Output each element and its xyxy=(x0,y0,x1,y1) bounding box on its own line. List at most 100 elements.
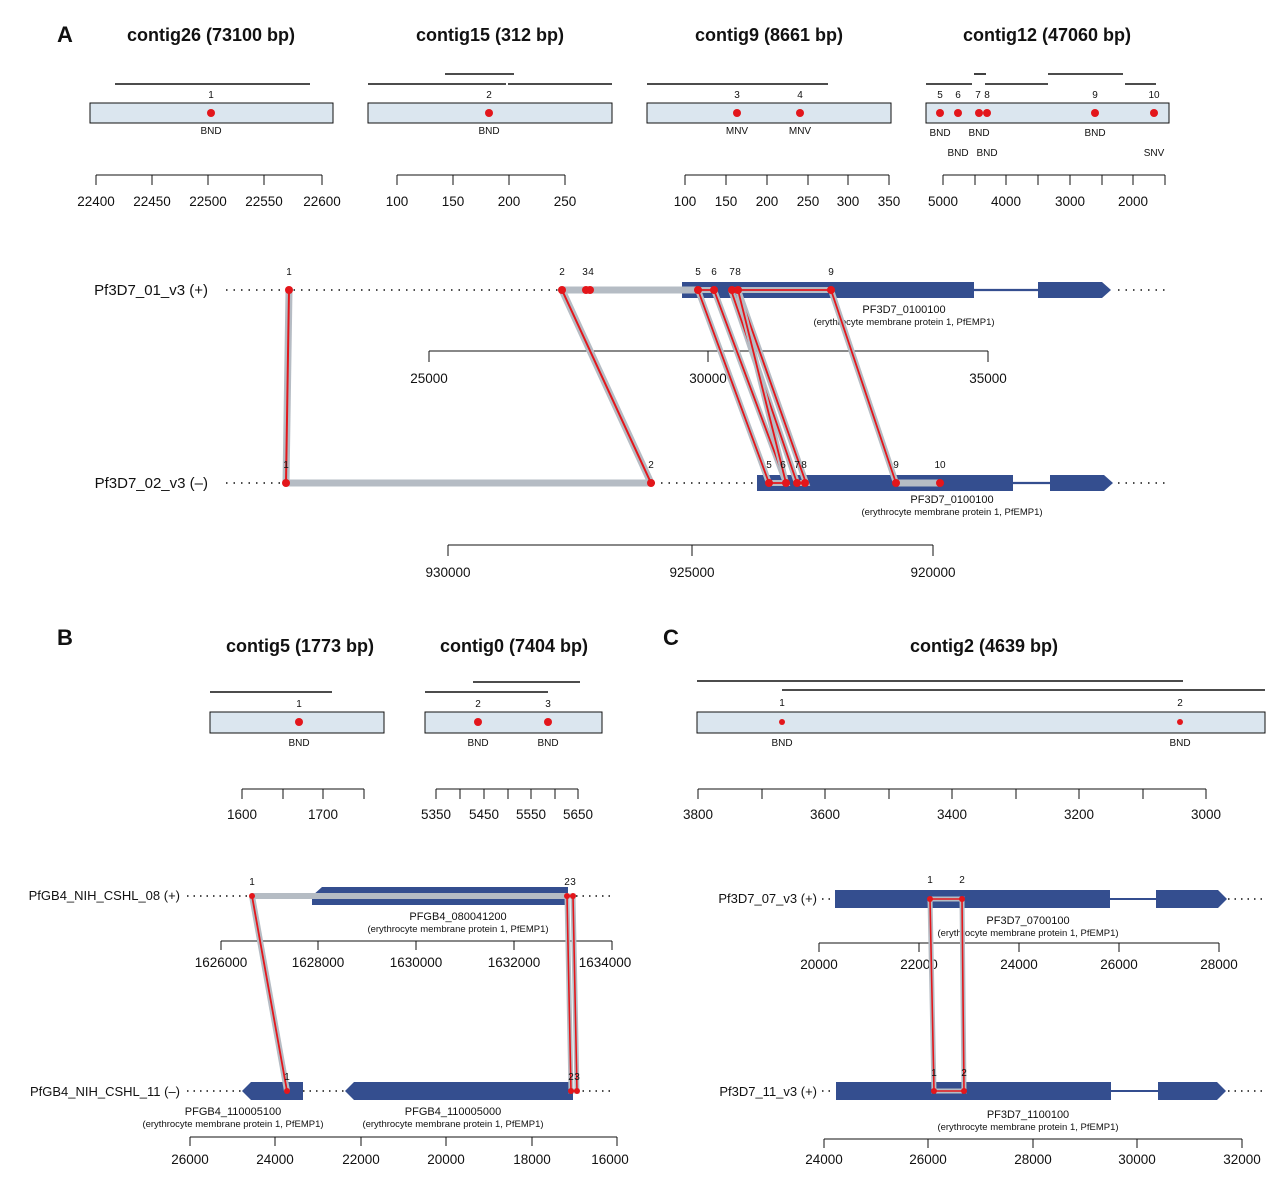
contig0-title: contig0 (7404 bp) xyxy=(440,636,588,656)
variant-point-label: 8 xyxy=(801,460,807,471)
contig12-variant-5-dot xyxy=(936,109,944,117)
track-pfgb4-08: PfGB4_NIH_CSHL_08 (+) PFGB4_080041200 (e… xyxy=(29,887,631,970)
track-pfgb4-08-gene-desc: (erythrocyte membrane protein 1, PfEMP1) xyxy=(367,924,548,935)
variant-point-label: 8 xyxy=(735,267,741,278)
variant-point xyxy=(568,1088,574,1094)
variant-point xyxy=(782,479,790,487)
contig12-tick: 4000 xyxy=(991,194,1021,209)
contig9-variant-4-type: MNV xyxy=(789,126,812,137)
contig15-tick: 200 xyxy=(498,194,521,209)
track-pfgb4-08-axis: 1626000 1628000 1630000 1632000 1634000 xyxy=(195,940,631,970)
gene-exon-1 xyxy=(757,475,1013,491)
track-pf3d7-02: Pf3D7_02_v3 (–) PF3D7_0100100 (erythrocy… xyxy=(95,475,1168,580)
track-pf3d7-07-gene-id: PF3D7_0700100 xyxy=(986,915,1069,927)
contig0-tick: 5350 xyxy=(421,807,451,822)
alignment-link xyxy=(282,289,293,484)
contig5-block: contig5 (1773 bp) 1 BND 1600 1700 xyxy=(209,636,385,822)
track-pfgb4-11-tick: 26000 xyxy=(171,1152,209,1167)
gene-arrow-left xyxy=(242,1082,303,1100)
contig26-tick: 22400 xyxy=(77,194,115,209)
contig15-variant-2-num: 2 xyxy=(486,90,492,101)
variant-point-label: 9 xyxy=(828,267,834,278)
contig12-tick: 5000 xyxy=(928,194,958,209)
variant-point xyxy=(927,896,933,902)
contig9-tick: 300 xyxy=(837,194,860,209)
gene-arrow-left xyxy=(345,1082,573,1100)
contig2-variant-1-dot xyxy=(779,719,785,725)
contig26-axis: 22400 22450 22500 22550 22600 xyxy=(77,174,341,209)
contig15-title: contig15 (312 bp) xyxy=(416,25,564,45)
variant-point-label: 3 xyxy=(570,877,576,888)
gene-exon-2-arrow xyxy=(1050,475,1113,491)
contig12-variant-7-dot xyxy=(975,109,983,117)
variant-point xyxy=(647,479,655,487)
alignment-links-b: 1 2 3 1 2 3 xyxy=(249,877,580,1094)
contig5-tick: 1700 xyxy=(308,807,338,822)
contig26-tick: 22500 xyxy=(189,194,227,209)
contig26-variant-1-num: 1 xyxy=(208,90,214,101)
variant-point-label: 1 xyxy=(284,1072,290,1083)
track-pf3d7-02-tick: 920000 xyxy=(910,565,955,580)
contig9-tick: 200 xyxy=(756,194,779,209)
variant-point xyxy=(574,1088,580,1094)
contig12-block: contig12 (47060 bp) 5 BND 6 BND 7 BND 8 … xyxy=(925,25,1170,209)
variant-point-label: 6 xyxy=(711,267,717,278)
alignment-link xyxy=(558,288,655,485)
contig5-variant-1-type: BND xyxy=(288,738,309,749)
panel-a: A contig26 (73100 bp) 1 BND 22400 22450 … xyxy=(57,22,1170,580)
track-pf3d7-07-tick: 24000 xyxy=(1000,957,1038,972)
track-pf3d7-01-label: Pf3D7_01_v3 (+) xyxy=(94,282,208,299)
contig0-variant-2-type: BND xyxy=(467,738,488,749)
variant-point xyxy=(734,286,742,294)
gene-exon-1 xyxy=(836,1082,1111,1100)
track-pfgb4-11-tick: 18000 xyxy=(513,1152,551,1167)
variant-point-label: 3 xyxy=(582,267,588,278)
variant-point xyxy=(827,286,835,294)
track-pfgb4-08-tick: 1630000 xyxy=(390,955,443,970)
contig9-bar xyxy=(646,102,892,124)
contig9-tick: 350 xyxy=(878,194,901,209)
track-pfgb4-11: PfGB4_NIH_CSHL_11 (–) PFGB4_110005100 (e… xyxy=(30,1082,629,1167)
contig0-variant-3-type: BND xyxy=(537,738,558,749)
track-pfgb4-11-gene2-id: PFGB4_110005000 xyxy=(405,1106,501,1118)
contig12-variant-9-num: 9 xyxy=(1092,90,1098,101)
contig26-variant-1-type: BND xyxy=(200,126,221,137)
track-pf3d7-07-label: Pf3D7_07_v3 (+) xyxy=(718,891,817,906)
contig2-tick: 3600 xyxy=(810,807,840,822)
contig2-bar xyxy=(696,711,1266,734)
track-pfgb4-11-label: PfGB4_NIH_CSHL_11 (–) xyxy=(30,1084,180,1099)
contig12-variant-10-type: SNV xyxy=(1144,148,1165,159)
variant-point xyxy=(728,286,736,294)
contig5-variant-1-dot xyxy=(295,718,303,726)
variant-point-label: 5 xyxy=(695,267,701,278)
track-pf3d7-02-tick: 925000 xyxy=(669,565,714,580)
track-pf3d7-11-tick: 32000 xyxy=(1223,1152,1261,1167)
variant-point xyxy=(694,286,702,294)
contig0-variant-2-dot xyxy=(474,718,482,726)
contig0-tick: 5550 xyxy=(516,807,546,822)
variant-point-label: 2 xyxy=(568,1072,574,1083)
track-pf3d7-01-points: 1 2 3 4 5 6 7 8 9 xyxy=(285,267,835,294)
track-pfgb4-11-tick: 24000 xyxy=(256,1152,294,1167)
variant-point xyxy=(936,479,944,487)
contig12-variant-8-num: 8 xyxy=(984,90,990,101)
track-pf3d7-07-axis: 20000 22000 24000 26000 28000 xyxy=(800,942,1238,972)
track-pf3d7-11-axis: 24000 26000 28000 30000 32000 xyxy=(805,1138,1261,1167)
track-pf3d7-01-tick: 30000 xyxy=(689,371,727,386)
variant-point-label: 1 xyxy=(927,875,933,886)
contig9-variant-3-num: 3 xyxy=(734,90,740,101)
contig2-tick: 3400 xyxy=(937,807,967,822)
contig12-variant-6-type: BND xyxy=(947,148,968,159)
contig2-variant-2-dot xyxy=(1177,719,1183,725)
contig12-variant-8-dot xyxy=(983,109,991,117)
track-pf3d7-01-gene-desc: (erythrocyte membrane protein 1, PfEMP1) xyxy=(813,317,994,328)
variant-point-label: 1 xyxy=(931,1068,937,1079)
track-pf3d7-02-label: Pf3D7_02_v3 (–) xyxy=(95,475,208,492)
variant-point xyxy=(892,479,900,487)
contig5-axis: 1600 1700 xyxy=(227,788,365,822)
contig12-variant-10-num: 10 xyxy=(1148,90,1160,101)
panel-c-letter: C xyxy=(663,625,679,650)
contig12-variant-5-num: 5 xyxy=(937,90,943,101)
contig2-variant-2-type: BND xyxy=(1169,738,1190,749)
